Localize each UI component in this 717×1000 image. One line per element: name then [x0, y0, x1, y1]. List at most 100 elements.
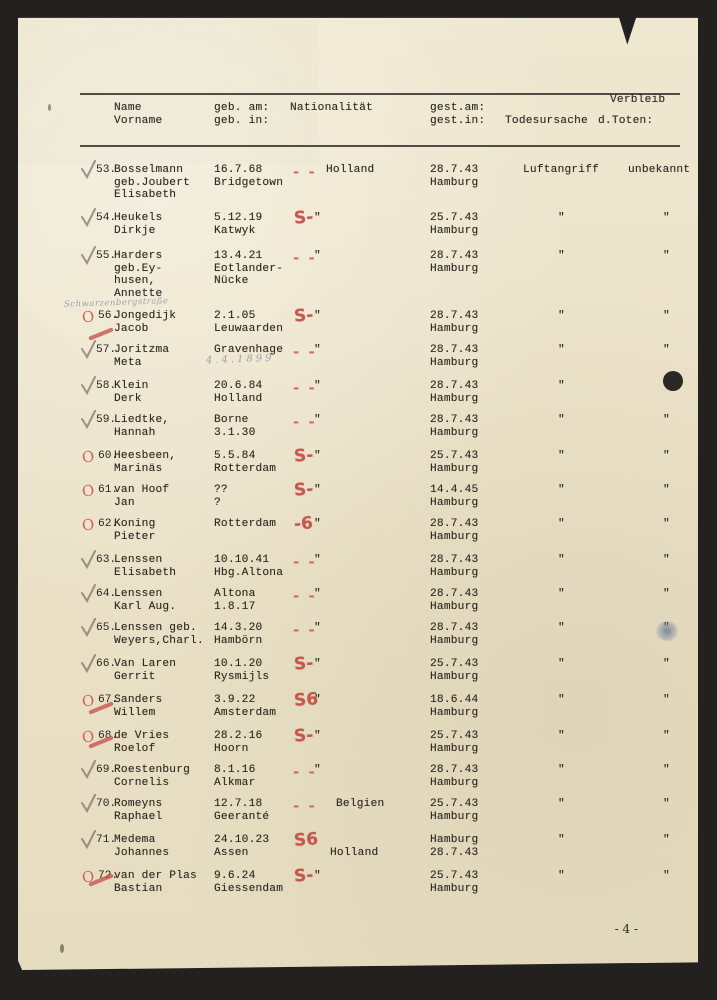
nationality-61: "	[314, 484, 321, 496]
nationality-54: "	[314, 212, 321, 224]
name-63-line1: Lenssen	[114, 554, 163, 566]
name-70-line2: Raphael	[114, 810, 163, 823]
name-64-line2: Karl Aug.	[114, 600, 177, 613]
name-58-line1: Klein	[114, 380, 149, 392]
born-53-line1: 16.7.68	[214, 164, 263, 176]
nationality-63: "	[314, 554, 321, 566]
name-54-line1: Heukels	[114, 212, 163, 224]
name-62-line2: Pieter	[114, 530, 156, 543]
name-65-line2: Weyers,Charl.	[114, 634, 204, 647]
nationality-70: Belgien	[336, 798, 385, 810]
born-71-line1: 24.10.23	[214, 834, 270, 846]
whereabouts-61: "	[663, 484, 670, 496]
died-64-line1: 28.7.43	[430, 588, 479, 600]
circle-mark-61: O	[80, 481, 96, 501]
row-number-56: 56.	[98, 310, 119, 322]
name-60-line2: Marinäs	[114, 462, 163, 475]
header-born-date: geb. am:	[214, 102, 270, 114]
header-whereabouts-line1: Verbleib	[610, 94, 666, 106]
row-number-55: 55.	[96, 250, 117, 262]
checkmark-65	[80, 618, 97, 637]
born-62-line1: Rotterdam	[214, 518, 277, 530]
ink-blot	[663, 371, 683, 391]
born-63-line1: 10.10.41	[214, 554, 270, 566]
whereabouts-70: "	[663, 798, 670, 810]
born-56-line1: 2.1.05	[214, 310, 256, 322]
edge-speck-bottom	[60, 944, 64, 953]
born-69-line2: Alkmar	[214, 776, 256, 789]
circle-mark-60: O	[80, 447, 96, 467]
cause-56: "	[558, 310, 565, 322]
died-56-line2: Hamburg	[430, 322, 479, 335]
name-54-line2: Dirkje	[114, 224, 156, 237]
born-54-line2: Katwyk	[214, 224, 256, 237]
died-65-line2: Hamburg	[430, 634, 479, 647]
born-58-line2: Holland	[214, 392, 263, 405]
whereabouts-63: "	[663, 554, 670, 566]
circle-mark-62: O	[80, 515, 96, 535]
whereabouts-66: "	[663, 658, 670, 670]
row-number-62: 62.	[98, 518, 119, 530]
died-65-line1: 28.7.43	[430, 622, 479, 634]
cause-55: "	[558, 250, 565, 262]
blue-smudge	[655, 621, 679, 641]
name-56-line1: Jongedijk	[114, 310, 177, 322]
died-64-line2: Hamburg	[430, 600, 479, 613]
born-54-line1: 5.12.19	[214, 212, 263, 224]
checkmark-53	[80, 160, 97, 179]
red-slash-1	[88, 327, 114, 341]
red-dash-55: - -	[293, 249, 317, 267]
died-67-line2: Hamburg	[430, 706, 479, 719]
whereabouts-55: "	[663, 250, 670, 262]
red-dash-69: - -	[293, 763, 317, 781]
name-68-line2: Roelof	[114, 742, 156, 755]
red-dash-63: - -	[293, 553, 317, 571]
row-number-63: 63.	[96, 554, 117, 566]
checkmark-63	[80, 550, 97, 569]
checkmark-64	[80, 584, 97, 603]
cause-67: "	[558, 694, 565, 706]
name-58-line2: Derk	[114, 392, 142, 405]
died-57-line2: Hamburg	[430, 356, 479, 369]
header-nationality: Nationalität	[290, 102, 373, 114]
row-number-59: 59.	[96, 414, 117, 426]
whereabouts-57: "	[663, 344, 670, 356]
name-69-line1: Roestenburg	[114, 764, 191, 776]
header-rule-top	[80, 93, 680, 95]
born-64-line1: Altona	[214, 588, 256, 600]
died-63-line1: 28.7.43	[430, 554, 479, 566]
died-61-line1: 14.4.45	[430, 484, 479, 496]
row-number-53: 53.	[96, 164, 117, 176]
died-70-line1: 25.7.43	[430, 798, 479, 810]
cause-71: "	[558, 834, 565, 846]
checkmark-55	[80, 246, 97, 265]
red-mark-72: S-	[293, 865, 314, 887]
born-53-line2: Bridgetown	[214, 176, 284, 189]
header-died-date: gest.am:	[430, 102, 486, 114]
name-55-line4: Annette	[114, 287, 163, 300]
died-72-line2: Hamburg	[430, 882, 479, 895]
nationality-64: "	[314, 588, 321, 600]
header-name-line2: Vorname	[114, 115, 163, 127]
died-58-line1: 28.7.43	[430, 380, 479, 392]
name-53-line1: Bosselmann	[114, 164, 184, 176]
nationality-69: "	[314, 764, 321, 776]
cause-70: "	[558, 798, 565, 810]
born-58-line1: 20.6.84	[214, 380, 263, 392]
born-67-line2: Amsterdam	[214, 706, 277, 719]
name-63-line2: Elisabeth	[114, 566, 177, 579]
cause-65: "	[558, 622, 565, 634]
cause-69: "	[558, 764, 565, 776]
born-61-line2: ?	[214, 496, 221, 509]
died-70-line2: Hamburg	[430, 810, 479, 823]
born-72-line2: Giessendam	[214, 882, 284, 895]
typed-content: Name Vorname geb. am: geb. in: Nationali…	[18, 18, 698, 970]
red-mark-61: S-	[293, 479, 314, 501]
whereabouts-64: "	[663, 588, 670, 600]
checkmark-70	[80, 794, 97, 813]
born-71-line2: Assen	[214, 846, 249, 859]
checkmark-71	[80, 830, 97, 849]
name-70-line1: Romeyns	[114, 798, 163, 810]
died-60-line2: Hamburg	[430, 462, 479, 475]
red-mark-66: S-	[293, 653, 314, 675]
